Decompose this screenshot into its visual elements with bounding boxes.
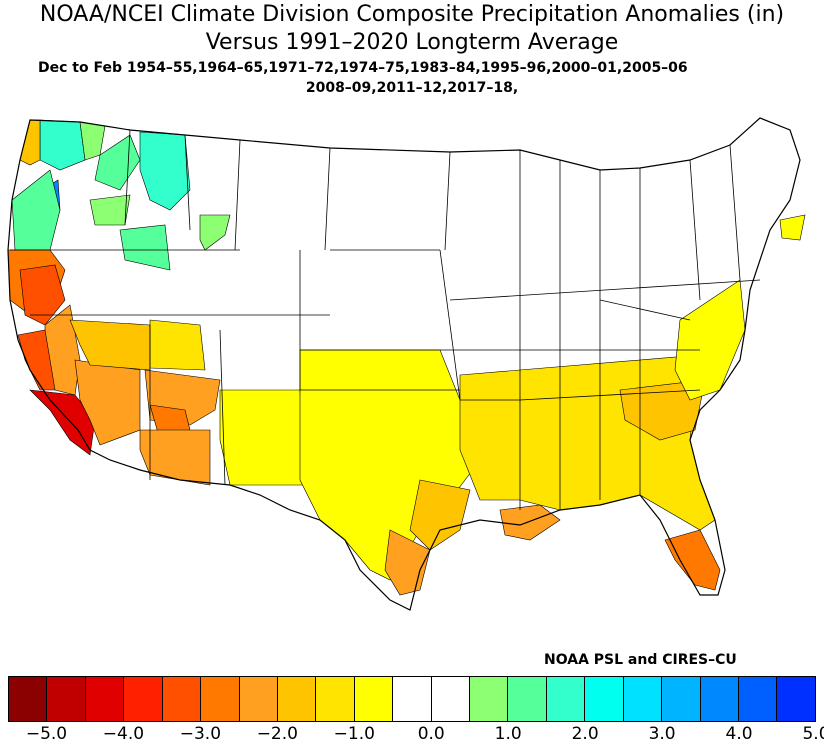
- color-scale-cell: [546, 677, 586, 721]
- state-border-line: [449, 279, 761, 301]
- color-scale-tick-label: 0.0: [417, 724, 445, 744]
- state-border-line: [124, 129, 131, 226]
- state-border-line: [519, 389, 701, 401]
- color-scale-cell: [623, 677, 663, 721]
- color-scale-tick-label: 5.0: [802, 724, 824, 744]
- color-scale-cell: [201, 677, 240, 721]
- color-scale-cell: [431, 677, 471, 721]
- color-scale-cell: [393, 677, 432, 721]
- color-scale-tick-label: −3.0: [179, 724, 222, 744]
- state-border-line: [439, 249, 461, 401]
- color-scale-cell: [162, 677, 202, 721]
- color-scale-cell: [354, 677, 394, 721]
- color-scale-tick-label: 2.0: [571, 724, 599, 744]
- state-border-line: [324, 147, 331, 251]
- state-borders: [7, 117, 801, 611]
- region-southeast: [459, 354, 716, 531]
- region-wa-southeast: [119, 224, 171, 271]
- color-scale-tick-label: 4.0: [725, 724, 753, 744]
- state-border-line: [444, 151, 451, 251]
- state-border-line: [219, 329, 226, 486]
- color-scale-cell: [777, 677, 815, 721]
- precipitation-anomaly-map: [7, 117, 806, 611]
- region-or-northeast: [199, 214, 231, 251]
- credit-label: NOAA PSL and CIRES–CU: [544, 652, 737, 668]
- state-border-line: [729, 144, 741, 281]
- color-scale-tick-label: −1.0: [333, 724, 375, 744]
- color-scale-labels: −5.0 −4.0 −3.0 −2.0 −1.0 0.0 1.0 2.0 3.0 4.0 5.0: [8, 724, 824, 744]
- region-wa-coast-north: [39, 119, 86, 171]
- region-ca-sacramento: [19, 264, 66, 326]
- color-scale-cell: [508, 677, 547, 721]
- region-new-england-coast: [779, 214, 806, 241]
- state-border-line: [599, 299, 691, 321]
- color-scale-cell: [700, 677, 740, 721]
- color-scale-cell: [9, 677, 48, 721]
- color-scale-cell: [239, 677, 278, 721]
- region-ca-southeast-desert: [74, 359, 141, 446]
- region-ut-south: [149, 319, 206, 371]
- state-border-line: [234, 139, 241, 251]
- color-scale-cell: [585, 677, 624, 721]
- season-years-label-line-2: 2008–09,2011–12,2017–18,: [305, 80, 519, 96]
- color-scale-tick-label: 1.0: [494, 724, 522, 744]
- region-mid-atlantic: [674, 279, 746, 401]
- map-title: NOAA/NCEI Climate Division Composite Pre…: [39, 2, 785, 27]
- map-title-line-2: Versus 1991–2020 Longterm Average: [205, 30, 619, 55]
- color-scale-tick-label: −2.0: [256, 724, 298, 744]
- region-la-south: [499, 504, 561, 541]
- region-idaho-panhandle: [139, 131, 191, 211]
- color-scale-cell: [124, 677, 163, 721]
- region-wa-east: [89, 194, 131, 226]
- color-scale-cell: [662, 677, 701, 721]
- region-tx-gulf: [384, 529, 431, 596]
- color-scale-cell: [739, 677, 778, 721]
- color-scale-cell: [85, 677, 125, 721]
- color-scale-bar: [8, 676, 816, 722]
- region-or-coast: [11, 169, 61, 251]
- state-border-line: [689, 159, 701, 301]
- color-scale-tick-label: −5.0: [25, 724, 68, 744]
- color-scale-cell: [277, 677, 317, 721]
- region-wa-southwest: [19, 119, 41, 166]
- region-tx-east: [409, 479, 471, 551]
- color-scale-cell: [316, 677, 355, 721]
- region-az-south: [139, 429, 211, 486]
- season-years-label: Dec to Feb 1954–55,1964–65,1971–72,1974–…: [38, 60, 688, 76]
- region-nv-south: [69, 319, 151, 371]
- region-nm: [219, 389, 306, 486]
- color-scale-cell: [470, 677, 509, 721]
- region-ca-south-coast: [29, 389, 96, 456]
- state-border-line: [184, 134, 191, 231]
- climate-division-regions: [7, 119, 806, 596]
- color-scale-cell: [47, 677, 86, 721]
- us-outline: [7, 117, 801, 611]
- color-scale-tick-label: −4.0: [102, 724, 145, 744]
- region-fl-south: [664, 529, 721, 591]
- color-scale-tick-label: 3.0: [648, 724, 676, 744]
